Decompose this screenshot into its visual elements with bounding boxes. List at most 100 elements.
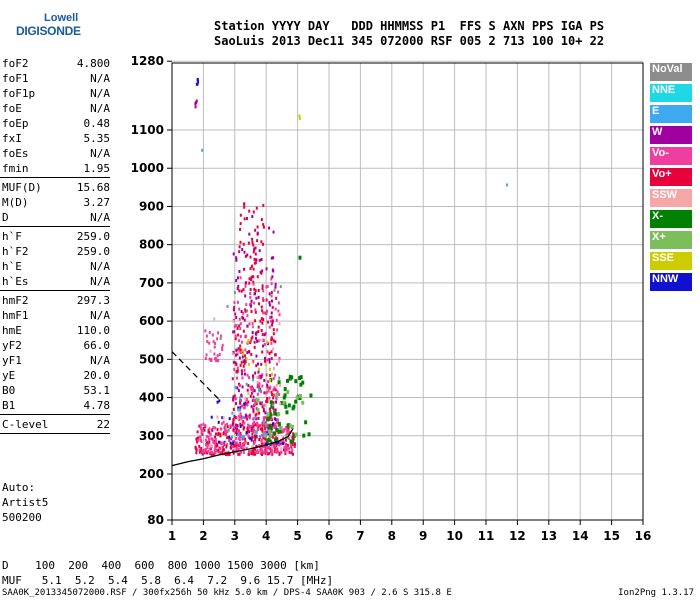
data-point: [252, 325, 255, 329]
data-point: [214, 448, 217, 452]
data-point: [276, 390, 279, 394]
data-point: [290, 424, 294, 429]
data-point: [268, 226, 271, 230]
param-value: 5.35: [83, 132, 111, 145]
data-point: [247, 436, 250, 440]
data-point: [243, 250, 246, 254]
data-point: [269, 385, 272, 389]
data-point: [239, 414, 242, 418]
data-point: [270, 417, 273, 421]
data-point: [237, 350, 240, 354]
data-point: [240, 372, 243, 376]
data-point: [248, 322, 251, 326]
data-point: [268, 300, 271, 304]
data-point: [222, 416, 225, 420]
data-point: [219, 447, 222, 451]
data-point: [275, 428, 279, 433]
data-point: [255, 398, 259, 403]
param-value: N/A: [90, 275, 110, 288]
data-point: [249, 436, 252, 440]
data-point: [215, 439, 218, 443]
data-point: [241, 355, 244, 359]
data-point: [269, 400, 273, 405]
data-point: [236, 369, 239, 373]
data-point: [266, 340, 269, 344]
param-row: B1 4.78: [0, 398, 112, 413]
profile-curve-solid: [171, 428, 294, 467]
data-point: [254, 450, 257, 454]
data-point: [283, 393, 287, 398]
data-point: [260, 440, 263, 444]
data-point: [255, 402, 258, 406]
data-point: [288, 450, 291, 454]
data-point: [262, 436, 265, 440]
data-point: [257, 384, 260, 388]
data-point: [240, 289, 243, 293]
data-point: [263, 356, 266, 360]
data-point: [266, 423, 269, 427]
data-point: [277, 301, 280, 305]
param-key: foEp: [2, 117, 29, 130]
data-point: [225, 442, 228, 446]
data-point: [236, 445, 239, 449]
data-point: [287, 427, 290, 431]
data-point: [262, 203, 265, 207]
parameter-panel: foF2 4.800 foF1 N/A foF1p N/A foE N/A foEp 0.48 fx…: [0, 56, 112, 436]
data-point: [215, 442, 218, 446]
data-point: [233, 426, 236, 430]
param-key: fmin: [2, 162, 29, 175]
data-point: [309, 393, 313, 398]
data-point: [238, 317, 241, 321]
data-point: [264, 430, 267, 434]
data-point: [252, 407, 255, 411]
data-point: [282, 395, 286, 400]
param-value: 259.0: [76, 230, 110, 243]
data-point: [266, 342, 269, 346]
data-point: [253, 287, 256, 291]
data-point: [270, 404, 274, 409]
logo-line1: Lowell: [44, 12, 79, 24]
data-point: [273, 424, 276, 428]
data-point: [222, 441, 225, 445]
x-tick-label: 7: [356, 529, 364, 543]
data-point: [251, 335, 254, 339]
data-point: [270, 424, 273, 428]
x-tick-label: 8: [388, 529, 396, 543]
data-point: [272, 367, 275, 371]
data-point: [241, 247, 244, 251]
data-point: [270, 311, 273, 315]
data-point: [277, 442, 280, 446]
data-point: [251, 237, 254, 241]
data-point: [257, 339, 260, 343]
data-point: [239, 322, 242, 326]
data-point: [239, 445, 242, 449]
data-point: [268, 439, 272, 444]
data-point: [214, 437, 217, 441]
data-point: [263, 378, 266, 382]
data-point: [237, 333, 240, 337]
data-point: [246, 309, 249, 313]
data-point: [210, 452, 213, 456]
data-point: [262, 289, 265, 293]
data-point: [261, 297, 264, 301]
data-point: [239, 406, 242, 410]
param-value: 1.95: [83, 162, 111, 175]
data-point: [287, 436, 290, 440]
data-point: [262, 443, 265, 447]
data-point: [208, 357, 211, 361]
data-point: [256, 449, 259, 453]
data-point: [278, 393, 281, 397]
data-point: [254, 261, 257, 265]
data-point: [280, 451, 283, 455]
data-point: [271, 320, 274, 324]
data-point: [235, 316, 238, 320]
legend-entry: E: [650, 105, 692, 123]
data-point: [217, 440, 220, 444]
param-key: foF1: [2, 72, 29, 85]
param-row: fxI 5.35: [0, 131, 112, 146]
data-point: [212, 440, 215, 444]
data-point: [238, 418, 241, 422]
data-point: [252, 389, 255, 393]
data-point: [254, 246, 257, 250]
data-point: [224, 429, 227, 433]
